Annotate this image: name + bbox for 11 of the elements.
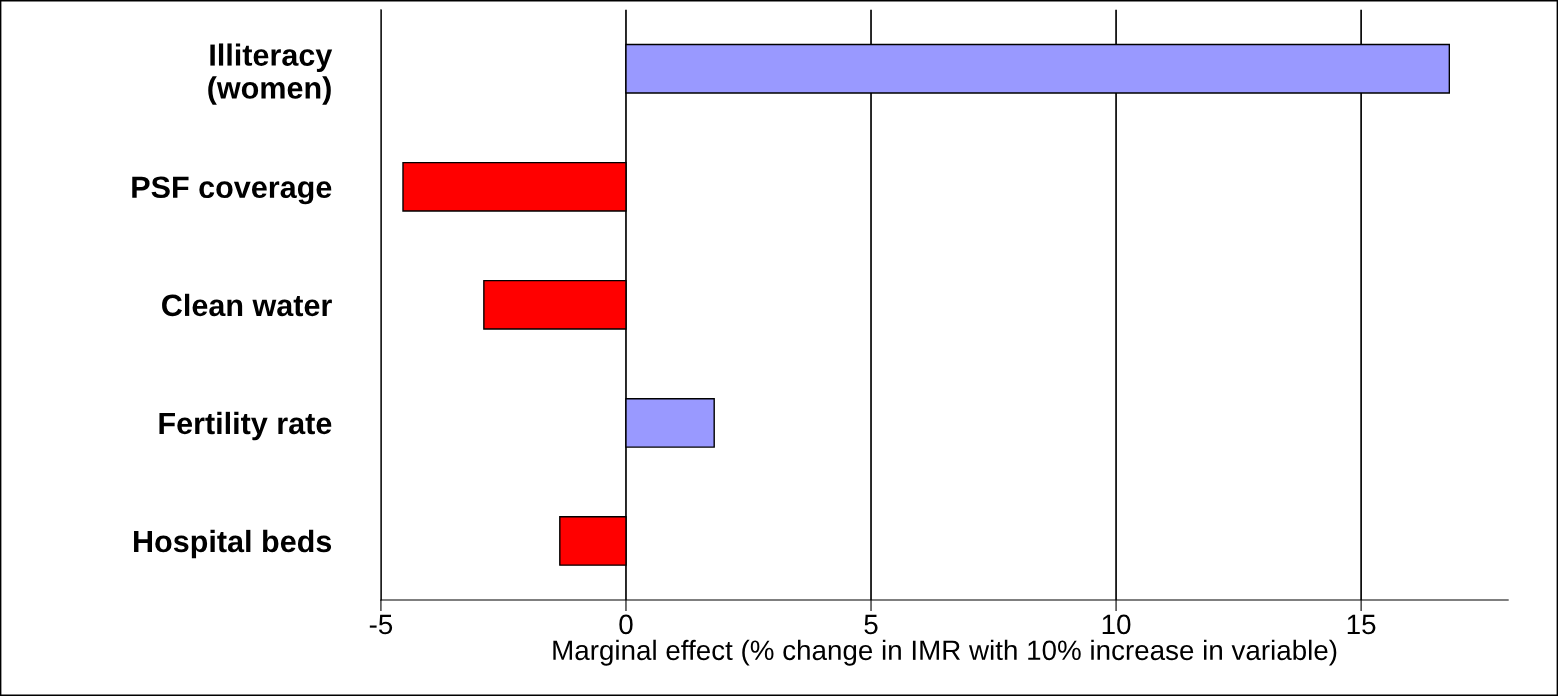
- x-tick-label: 15: [1347, 614, 1376, 635]
- x-tick-label: 10: [1102, 614, 1131, 635]
- y-tick-label: PSF coverage: [132, 176, 332, 205]
- y-tick-label: Hospital beds: [134, 529, 332, 559]
- x-axis-title: Marginal effect (% change in IMR with 10% increase in variable): [553, 639, 1337, 666]
- y-tick-label: Clean water: [162, 293, 332, 317]
- x-tick-label: 0: [619, 614, 633, 635]
- y-tick-label: Illiteracy (women): [208, 43, 333, 105]
- y-tick-label: Fertility rate: [159, 411, 332, 441]
- x-tick-label: -5: [369, 614, 393, 635]
- x-tick-label: 5: [864, 614, 878, 635]
